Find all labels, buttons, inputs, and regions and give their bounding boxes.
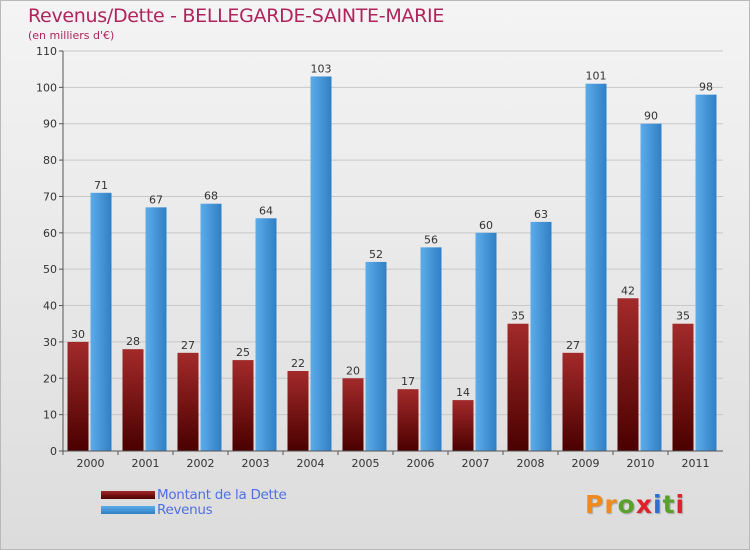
bar-revenus	[90, 192, 112, 451]
data-label-revenus: 63	[534, 208, 548, 221]
data-label-revenus: 68	[204, 190, 218, 203]
logo-letter: i	[675, 490, 686, 519]
data-label-debt: 35	[511, 310, 525, 323]
data-label-debt: 30	[71, 328, 85, 341]
x-tick-label: 2006	[407, 457, 435, 470]
data-label-debt: 22	[291, 357, 305, 370]
data-label-revenus: 52	[369, 248, 383, 261]
bar-revenus	[695, 94, 717, 452]
data-label-debt: 42	[621, 284, 635, 297]
y-tick-label: 70	[43, 190, 57, 203]
y-tick-label: 110	[36, 45, 57, 58]
data-label-debt: 25	[236, 346, 250, 359]
bar-revenus	[310, 76, 332, 452]
bar-debt	[452, 400, 474, 451]
legend-swatch-debt	[101, 491, 155, 499]
x-tick-label: 2010	[627, 457, 655, 470]
logo-letter: P	[585, 490, 605, 519]
data-label-revenus: 101	[586, 70, 607, 83]
data-label-revenus: 64	[259, 204, 273, 217]
x-tick-label: 2005	[352, 457, 380, 470]
data-label-revenus: 98	[699, 81, 713, 94]
data-label-debt: 35	[676, 310, 690, 323]
data-label-revenus: 71	[94, 179, 108, 192]
bars	[67, 76, 717, 452]
y-tick-label: 0	[50, 445, 57, 458]
bar-revenus	[365, 261, 387, 451]
bar-debt	[562, 352, 584, 451]
bar-debt	[507, 323, 529, 451]
bar-revenus	[145, 207, 167, 451]
x-tick-label: 2004	[297, 457, 325, 470]
data-label-revenus: 56	[424, 233, 438, 246]
proxiti-logo: Proxiti	[585, 490, 685, 519]
gridlines	[63, 50, 723, 416]
bar-revenus	[585, 83, 607, 452]
y-tick-label: 60	[43, 227, 57, 240]
legend-swatch-revenus	[101, 506, 155, 514]
data-label-debt: 27	[181, 339, 195, 352]
y-tick-label: 30	[43, 336, 57, 349]
bar-revenus	[475, 232, 497, 451]
legend-item-revenus: Revenus	[101, 502, 401, 518]
legend-item-debt: Montant de la Dette	[101, 487, 401, 503]
bar-debt	[67, 341, 89, 451]
data-label-debt: 20	[346, 364, 360, 377]
y-tick-label: 50	[43, 263, 57, 276]
data-labels: 30 71 28 67 27 68 25 64 22 103 20 52 17 56 14 60 35 63 27 1…	[71, 62, 713, 399]
x-tick-label: 2011	[682, 457, 710, 470]
logo-letter: t	[662, 490, 676, 519]
y-tick-label: 40	[43, 300, 57, 313]
bar-debt	[397, 389, 419, 451]
y-tick-label: 20	[43, 372, 57, 385]
x-tick-label: 2000	[77, 457, 105, 470]
chart-subtitle: (en milliers d'€)	[28, 29, 115, 42]
x-tick-label: 2007	[462, 457, 490, 470]
data-label-debt: 27	[566, 339, 580, 352]
data-label-revenus: 90	[644, 110, 658, 123]
y-tick-label: 100	[36, 81, 57, 94]
bar-debt	[672, 323, 694, 451]
legend-label-debt: Montant de la Dette	[157, 487, 287, 503]
y-tick-label: 10	[43, 409, 57, 422]
y-tick-label: 80	[43, 154, 57, 167]
bar-debt	[617, 298, 639, 451]
x-tick-label: 2001	[132, 457, 160, 470]
legend: Montant de la Dette Revenus	[101, 487, 401, 518]
x-tick-label: 2008	[517, 457, 545, 470]
bar-revenus	[255, 218, 277, 451]
logo-letter: i	[653, 490, 663, 519]
data-label-revenus: 103	[311, 62, 332, 75]
bar-revenus	[530, 221, 552, 451]
bar-debt	[232, 360, 254, 451]
bar-debt	[287, 371, 309, 451]
x-tick-label: 2003	[242, 457, 270, 470]
axes: 0 10 20 30 40 50 60 70 80 90 100 110 2000 2001 2002 200…	[36, 45, 723, 470]
bar-debt	[177, 352, 199, 451]
bar-revenus	[420, 247, 442, 451]
logo-letter: r	[604, 490, 618, 519]
x-tick-label: 2009	[572, 457, 600, 470]
bar-debt	[122, 349, 144, 451]
y-tick-label: 90	[43, 118, 57, 131]
bar-revenus	[640, 123, 662, 452]
legend-label-revenus: Revenus	[157, 502, 213, 518]
data-label-debt: 17	[401, 375, 415, 388]
logo-letter: o	[617, 490, 636, 519]
data-label-revenus: 60	[479, 219, 493, 232]
data-label-revenus: 67	[149, 193, 163, 206]
logo-letter: x	[635, 490, 653, 519]
bar-debt	[342, 378, 364, 451]
bar-revenus	[200, 203, 222, 451]
chart-title: Revenus/Dette - BELLEGARDE-SAINTE-MARIE	[28, 5, 445, 27]
data-label-debt: 28	[126, 335, 140, 348]
data-label-debt: 14	[456, 386, 470, 399]
x-tick-label: 2002	[187, 457, 215, 470]
